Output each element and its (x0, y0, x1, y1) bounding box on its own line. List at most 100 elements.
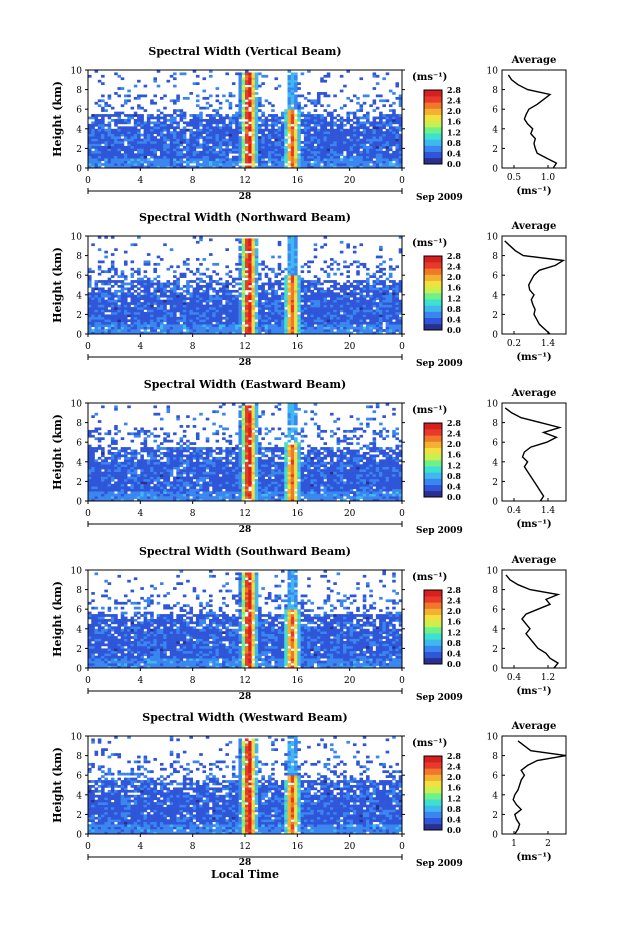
heatmap-cell (271, 299, 275, 303)
heatmap-cell (241, 79, 246, 83)
heatmap-cell (258, 155, 262, 159)
heatmap-cell (339, 294, 344, 298)
heatmap-cell (251, 304, 256, 308)
heatmap-cell (330, 319, 334, 323)
heatmap-cell (346, 131, 350, 134)
heatmap-cell (195, 331, 200, 335)
heatmap-cell (323, 314, 328, 318)
heatmap-cell (392, 280, 396, 283)
heatmap-cell (231, 116, 236, 120)
heatmap-cell (294, 294, 298, 298)
heatmap-cell (140, 163, 144, 166)
heatmap-cell (395, 155, 400, 159)
heatmap-cell (104, 307, 108, 310)
heatmap-cell (395, 326, 400, 330)
heatmap-cell (166, 309, 171, 313)
heatmap-cell (189, 316, 193, 320)
heatmap-cell (195, 319, 200, 323)
heatmap-cell (300, 319, 305, 323)
heatmap-cell (339, 160, 344, 164)
heatmap-cell (388, 292, 393, 296)
heatmap-cell (215, 150, 220, 154)
heatmap-cell (343, 329, 347, 332)
heatmap-cell (287, 272, 292, 276)
heatmap-cell (169, 302, 174, 305)
heatmap-cell (130, 165, 135, 169)
heatmap-cell (369, 143, 373, 147)
heatmap-cell (97, 128, 102, 132)
colorbar-label: 0.4 (447, 314, 461, 324)
profile-y-tick-label: 10 (487, 233, 499, 243)
heatmap-cell (228, 309, 233, 313)
heatmap-cell (258, 311, 262, 315)
heatmap-cell (316, 101, 321, 105)
heatmap-cell (114, 454, 118, 458)
heatmap-cell (120, 461, 125, 465)
heatmap-cell (94, 292, 99, 296)
heatmap-cell (254, 302, 259, 305)
heatmap-cell (303, 145, 308, 149)
heatmap-cell (274, 280, 279, 283)
heatmap-cell (123, 150, 128, 154)
heatmap-cell (110, 304, 115, 308)
heatmap-cell (88, 136, 92, 139)
heatmap-cell (274, 114, 279, 117)
heatmap-cell (173, 299, 177, 303)
heatmap-cell (209, 311, 213, 315)
heatmap-cell (101, 324, 105, 327)
heatmap-cell (258, 104, 262, 108)
heatmap-cell (153, 262, 157, 266)
heatmap-cell (101, 150, 105, 154)
heatmap-cell (91, 150, 95, 154)
heatmap-cell (205, 285, 210, 288)
heatmap-cell (88, 270, 92, 274)
heatmap-cell (375, 150, 380, 154)
heatmap-cell (395, 309, 400, 313)
heatmap-cell (88, 292, 92, 296)
heatmap-cell (225, 287, 229, 291)
heatmap-cell (372, 138, 377, 142)
heatmap-cell (339, 148, 344, 152)
heatmap-cell (290, 309, 295, 313)
heatmap-cell (294, 136, 298, 139)
heatmap-cell (274, 272, 279, 276)
heatmap-cell (225, 128, 229, 132)
heatmap-cell (176, 109, 180, 112)
heatmap-cell (395, 307, 400, 310)
heatmap-cell (280, 123, 285, 127)
heatmap-cell (330, 141, 334, 144)
heatmap-cell (326, 163, 331, 166)
heatmap-cell (110, 285, 115, 288)
heatmap-cell (199, 292, 203, 296)
heatmap-cell (140, 307, 144, 310)
heatmap-cell (287, 114, 292, 117)
heatmap-cell (101, 437, 105, 441)
heatmap-cell (241, 297, 246, 300)
heatmap-cell (245, 74, 249, 78)
heatmap-cell (392, 297, 396, 300)
heatmap-cell (245, 121, 249, 125)
heatmap-cell (209, 329, 213, 332)
heatmap-cell (114, 425, 118, 428)
heatmap-cell (398, 236, 403, 239)
heatmap-cell (153, 329, 157, 332)
heatmap-cell (287, 116, 292, 120)
heatmap-cell (398, 143, 403, 147)
heatmap-cell (101, 481, 105, 485)
heatmap-cell (307, 287, 311, 291)
heatmap-cell (294, 248, 298, 251)
heatmap-cell (277, 148, 282, 152)
heatmap-cell (352, 165, 357, 169)
heatmap-cell (297, 319, 301, 323)
heatmap-cell (228, 326, 233, 330)
heatmap-cell (212, 294, 216, 298)
heatmap-cell (382, 114, 386, 117)
heatmap-cell (382, 153, 386, 157)
heatmap-cell (277, 133, 282, 137)
heatmap-cell (101, 454, 105, 458)
heatmap-cell (173, 275, 177, 278)
heatmap-cell (209, 116, 213, 120)
heatmap-cell (205, 309, 210, 313)
heatmap-cell (277, 255, 282, 259)
heatmap-cell (140, 319, 144, 323)
